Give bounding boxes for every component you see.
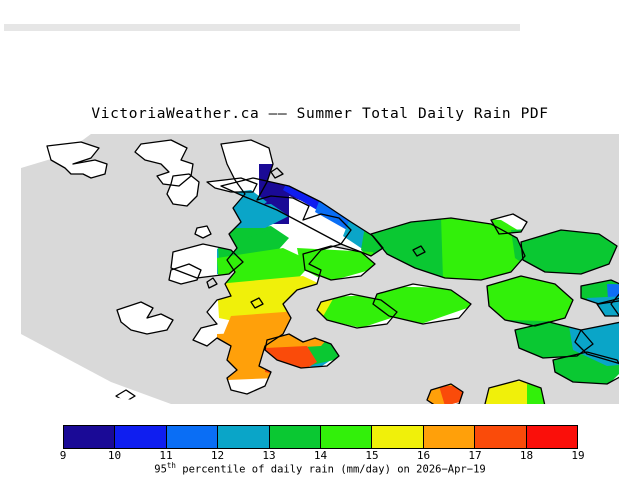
- colorbar-tick-12: 12: [210, 449, 225, 462]
- caption-ordinal-suffix: th: [166, 461, 176, 470]
- colorbar-tick-14: 14: [313, 449, 328, 462]
- colorbar-caption: 95th percentile of daily rain (mm/day) o…: [0, 461, 640, 476]
- colorbar-tick-13: 13: [262, 449, 276, 462]
- colorbar-tick-16: 16: [416, 449, 431, 462]
- colorbar-segment-11-12[interactable]: [166, 426, 219, 448]
- colorbar-tick-11: 11: [159, 449, 173, 462]
- coastlines: [46, 139, 619, 404]
- map-canvas[interactable]: [21, 134, 619, 404]
- colorbar-segment-9-10[interactable]: [64, 426, 116, 448]
- colorbar-segment-13-14[interactable]: [269, 426, 322, 448]
- colorbar-tick-19: 19: [571, 449, 585, 462]
- map-svg: [21, 134, 619, 404]
- colorbar-segment-10-11[interactable]: [115, 426, 167, 448]
- caption-text: percentile of daily rain (mm/day) on 202…: [175, 463, 486, 476]
- colorbar-shadow: [4, 24, 520, 31]
- colorbar-segment-18-19[interactable]: [526, 426, 578, 448]
- map-mask-bottom: [21, 384, 161, 404]
- colorbar-tick-9: 9: [59, 449, 67, 462]
- colorbar-tick-labels: 9 10 11 12 13 14 15 16 17 18 19: [59, 449, 585, 463]
- colorbar-tick-18: 18: [519, 449, 534, 462]
- colorbar-tick-10: 10: [107, 449, 122, 462]
- colorbar[interactable]: [63, 425, 578, 449]
- caption-number: 95: [154, 463, 167, 476]
- colorbar-segment-17-18[interactable]: [475, 426, 527, 448]
- colorbar-segment-16-17[interactable]: [423, 426, 476, 448]
- colorbar-tick-17: 17: [468, 449, 482, 462]
- colorbar-segment-14-15[interactable]: [321, 426, 373, 448]
- map-corner-mask-bottomleft: [21, 334, 171, 404]
- colorbar-segment-15-16[interactable]: [372, 426, 424, 448]
- page-title: VictoriaWeather.ca —— Summer Total Daily…: [91, 106, 549, 122]
- colorbar-segments[interactable]: [63, 425, 578, 449]
- colorbar-tick-15: 15: [365, 449, 379, 462]
- colorbar-segment-12-13[interactable]: [218, 426, 270, 448]
